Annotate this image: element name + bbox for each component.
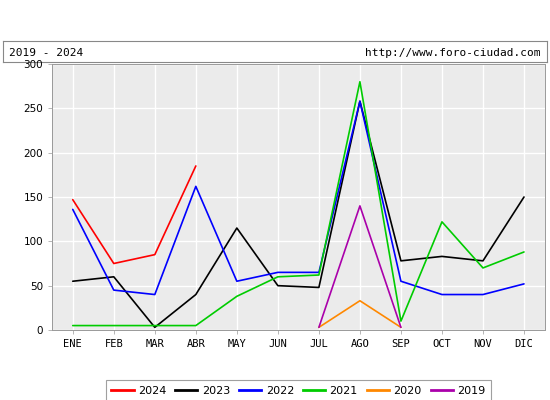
Legend: 2024, 2023, 2022, 2021, 2020, 2019: 2024, 2023, 2022, 2021, 2020, 2019 xyxy=(106,380,491,400)
Text: Evolucion Nº Turistas Nacionales en el municipio de Cóbdar: Evolucion Nº Turistas Nacionales en el m… xyxy=(69,14,481,29)
Text: http://www.foro-ciudad.com: http://www.foro-ciudad.com xyxy=(365,48,541,58)
Text: 2019 - 2024: 2019 - 2024 xyxy=(9,48,84,58)
